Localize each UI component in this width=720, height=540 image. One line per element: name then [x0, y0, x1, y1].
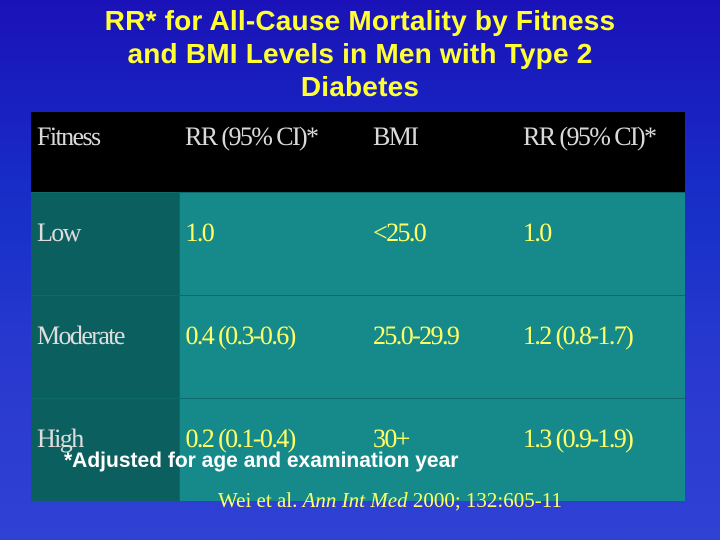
rr-fitness-cell: 1.0	[178, 192, 367, 296]
fitness-level-cell: Low	[31, 192, 179, 296]
footnote: *Adjusted for age and examination year	[64, 449, 459, 472]
table-row: Moderate 0.4 (0.3-0.6) 25.0-29.9 1.2 (0.…	[31, 295, 685, 399]
citation-authors: Wei et al.	[218, 488, 298, 512]
bmi-cell: 30+	[367, 398, 517, 501]
header-rr-fitness: RR (95% CI)*	[179, 112, 367, 193]
header-bmi: BMI	[367, 112, 517, 193]
mortality-table: Fitness RR (95% CI)* BMI RR (95% CI)* Lo…	[31, 112, 685, 501]
table-header-row: Fitness RR (95% CI)* BMI RR (95% CI)*	[31, 112, 685, 193]
header-rr-bmi: RR (95% CI)*	[517, 112, 685, 193]
rr-bmi-cell: 1.2 (0.8-1.7)	[517, 295, 685, 399]
table-row: High 0.2 (0.1-0.4) 30+ 1.3 (0.9-1.9)	[31, 398, 685, 501]
rr-fitness-cell: 0.4 (0.3-0.6)	[178, 295, 367, 399]
bmi-cell: 25.0-29.9	[367, 295, 517, 399]
title-line-2: and BMI Levels in Men with Type 2	[127, 38, 593, 69]
title-line-1: RR* for All-Cause Mortality by Fitness	[104, 5, 616, 36]
citation: Wei et al. Ann Int Med 2000; 132:605-11	[218, 488, 562, 513]
title-line-3: Diabetes	[300, 71, 420, 102]
citation-details: 2000; 132:605-11	[412, 488, 562, 512]
fitness-level-cell: Moderate	[31, 295, 179, 399]
rr-fitness-cell: 0.2 (0.1-0.4)	[178, 398, 367, 501]
slide-title: RR* for All-Cause Mortality by Fitness a…	[0, 4, 720, 103]
citation-journal: Ann Int Med	[302, 488, 408, 512]
rr-bmi-cell: 1.0	[517, 192, 685, 296]
header-fitness: Fitness	[31, 112, 179, 193]
bmi-cell: <25.0	[367, 192, 517, 296]
table-row: Low 1.0 <25.0 1.0	[31, 192, 685, 296]
fitness-level-cell: High	[31, 398, 179, 501]
rr-bmi-cell: 1.3 (0.9-1.9)	[517, 398, 685, 501]
